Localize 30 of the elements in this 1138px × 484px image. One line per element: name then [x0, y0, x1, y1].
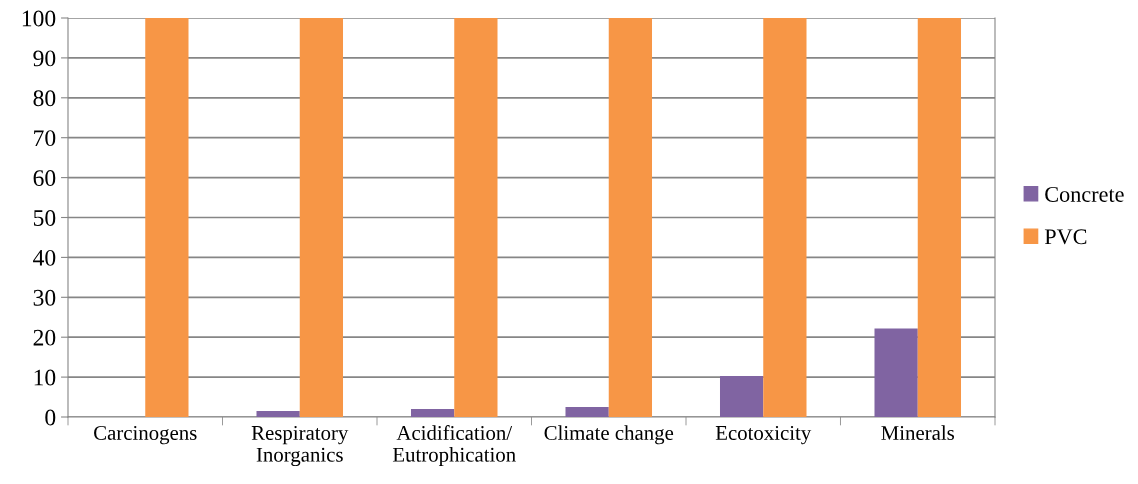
x-tick-label: Acidification/ Eutrophication [392, 425, 516, 467]
y-tick-label: 70 [34, 130, 56, 147]
y-tick-label: 30 [33, 289, 56, 306]
bar [145, 18, 189, 417]
y-tick-label: 90 [33, 50, 56, 67]
y-tick-label: 40 [33, 249, 56, 266]
bar [256, 411, 300, 417]
bar [763, 18, 807, 417]
y-tick-label: 60 [33, 170, 56, 187]
bar [410, 409, 455, 417]
y-tick-label: 20 [33, 329, 56, 346]
x-tick-label: Carcinogens [94, 425, 197, 445]
x-tick-label: Respiratory Inorganics [251, 425, 349, 467]
x-tick-label: Minerals [881, 425, 955, 440]
y-tick-label: 80 [33, 90, 56, 107]
bar [874, 328, 918, 417]
y-tick-label: 0 [45, 409, 56, 426]
y-tick-label: 10 [34, 369, 56, 386]
bar [454, 18, 498, 417]
y-tick-label: 100 [22, 10, 56, 27]
legend-label: PVC [1044, 229, 1087, 245]
bar [565, 407, 609, 417]
x-tick-label: Ecotoxicity [715, 425, 812, 445]
legend-label: Concrete [1045, 186, 1124, 202]
bar [608, 18, 653, 417]
x-tick-label: Climate change [544, 425, 674, 445]
y-tick-label: 50 [33, 209, 56, 226]
bar [719, 375, 764, 417]
bar [299, 18, 344, 417]
bar [917, 18, 962, 417]
